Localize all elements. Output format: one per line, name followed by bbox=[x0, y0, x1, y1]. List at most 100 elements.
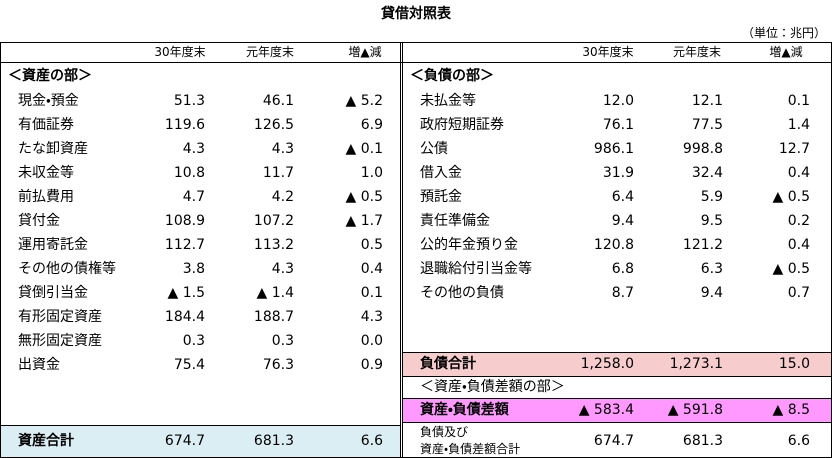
row-value: 0.3 bbox=[182, 333, 205, 349]
row-value: 75.4 bbox=[173, 357, 205, 373]
row-value: ▲ 0.5 bbox=[772, 261, 810, 277]
row-value: 6.3 bbox=[700, 261, 723, 277]
row-value: 0.4 bbox=[360, 261, 383, 277]
column-header: 元年度末 bbox=[672, 45, 722, 59]
row-label: 運用寄託金 bbox=[18, 237, 88, 253]
row-value: 31.9 bbox=[602, 165, 634, 181]
row-value: ▲ 0.5 bbox=[772, 189, 810, 205]
row-label: 責任準備金 bbox=[420, 213, 490, 229]
net-bg bbox=[402, 398, 832, 422]
row-value: 9.4 bbox=[611, 213, 634, 229]
row-label: たな卸資産 bbox=[18, 141, 88, 157]
row-value: 0.4 bbox=[787, 165, 810, 181]
row-value: 986.1 bbox=[593, 141, 634, 157]
row-value: 4.2 bbox=[271, 189, 294, 205]
section-label: ＜資産の部＞ bbox=[8, 68, 92, 84]
grand-total-value: 681.3 bbox=[682, 433, 723, 449]
row-value: 51.3 bbox=[173, 93, 205, 109]
row-value: ▲ 1.4 bbox=[256, 285, 294, 301]
unit: （単位：兆円） bbox=[741, 26, 826, 40]
net-label: 資産・負債差額 bbox=[420, 402, 509, 418]
row-label: 出資金 bbox=[18, 357, 60, 373]
divider bbox=[402, 42, 403, 458]
title: 貸借対照表 bbox=[381, 6, 451, 22]
total-value: 681.3 bbox=[253, 433, 294, 449]
row-value: 5.9 bbox=[700, 189, 723, 205]
row-value: 120.8 bbox=[593, 237, 634, 253]
rule bbox=[0, 425, 400, 426]
grand-total-label: 負債及び bbox=[420, 425, 469, 439]
row-value: 998.8 bbox=[682, 141, 723, 157]
row-value: 76.3 bbox=[262, 357, 294, 373]
assets-total-bg bbox=[0, 425, 400, 458]
row-value: ▲ 1.7 bbox=[345, 213, 383, 229]
row-label: 有形固定資産 bbox=[18, 309, 102, 325]
row-value: 11.7 bbox=[262, 165, 294, 181]
row-value: 9.4 bbox=[700, 285, 723, 301]
row-value: 113.2 bbox=[253, 237, 294, 253]
row-value: 0.0 bbox=[360, 333, 383, 349]
row-value: 12.1 bbox=[691, 93, 723, 109]
row-value: 4.3 bbox=[182, 141, 205, 157]
row-label: 預託金 bbox=[420, 189, 462, 205]
row-value: ▲ 0.5 bbox=[345, 189, 383, 205]
row-value: 4.7 bbox=[182, 189, 205, 205]
liab-total-bg bbox=[402, 352, 832, 376]
row-value: 0.3 bbox=[271, 333, 294, 349]
row-label: 現金・預金 bbox=[18, 93, 79, 109]
divider bbox=[400, 42, 401, 458]
rule bbox=[402, 352, 832, 353]
row-value: 108.9 bbox=[164, 213, 205, 229]
column-header: 増▲減 bbox=[348, 45, 382, 59]
row-value: 0.1 bbox=[787, 93, 810, 109]
row-label: その他の負債 bbox=[420, 285, 504, 301]
row-value: 107.2 bbox=[253, 213, 294, 229]
row-value: 126.5 bbox=[253, 117, 294, 133]
net-value: ▲ 8.5 bbox=[772, 402, 810, 418]
row-value: 4.3 bbox=[271, 261, 294, 277]
rule bbox=[402, 398, 832, 399]
row-value: 6.9 bbox=[360, 117, 383, 133]
row-label: 公債 bbox=[420, 141, 448, 157]
column-header: 元年度末 bbox=[245, 45, 295, 59]
section-label: ＜負債の部＞ bbox=[410, 68, 494, 84]
row-value: 46.1 bbox=[262, 93, 294, 109]
row-label: 未払金等 bbox=[420, 93, 476, 109]
total-label: 負債合計 bbox=[420, 356, 476, 372]
row-label: その他の債権等 bbox=[18, 261, 116, 277]
column-header: 増▲減 bbox=[769, 45, 803, 59]
grand-total-label: 資産・負債差額合計 bbox=[420, 442, 521, 456]
row-label: 政府短期証券 bbox=[420, 117, 504, 133]
total-value: 15.0 bbox=[778, 356, 810, 372]
column-header: 30年度末 bbox=[154, 45, 206, 59]
header-rule bbox=[0, 62, 832, 63]
row-value: 8.7 bbox=[611, 285, 634, 301]
row-value: 0.2 bbox=[787, 213, 810, 229]
net-value: ▲ 583.4 bbox=[578, 402, 634, 418]
row-value: 12.7 bbox=[778, 141, 810, 157]
row-value: 3.8 bbox=[182, 261, 205, 277]
row-value: 6.8 bbox=[611, 261, 634, 277]
column-header: 30年度末 bbox=[582, 45, 634, 59]
row-value: 10.8 bbox=[173, 165, 205, 181]
total-value: 674.7 bbox=[164, 433, 205, 449]
row-value: 12.0 bbox=[602, 93, 634, 109]
row-value: 4.3 bbox=[271, 141, 294, 157]
row-value: 0.4 bbox=[787, 237, 810, 253]
total-value: 1,258.0 bbox=[580, 356, 634, 372]
total-value: 6.6 bbox=[360, 433, 383, 449]
row-label: 貸倒引当金 bbox=[18, 285, 88, 301]
net-value: ▲ 591.8 bbox=[667, 402, 723, 418]
total-label: 資産合計 bbox=[18, 433, 74, 449]
row-value: 184.4 bbox=[164, 309, 205, 325]
row-value: ▲ 5.2 bbox=[345, 93, 383, 109]
total-value: 1,273.1 bbox=[669, 356, 723, 372]
row-value: 1.4 bbox=[787, 117, 810, 133]
row-value: 0.7 bbox=[787, 285, 810, 301]
row-value: 76.1 bbox=[602, 117, 634, 133]
row-value: 0.1 bbox=[360, 285, 383, 301]
section-label: ＜資産・負債差額の部＞ bbox=[420, 379, 565, 395]
row-value: 119.6 bbox=[164, 117, 205, 133]
row-label: 貸付金 bbox=[18, 213, 60, 229]
